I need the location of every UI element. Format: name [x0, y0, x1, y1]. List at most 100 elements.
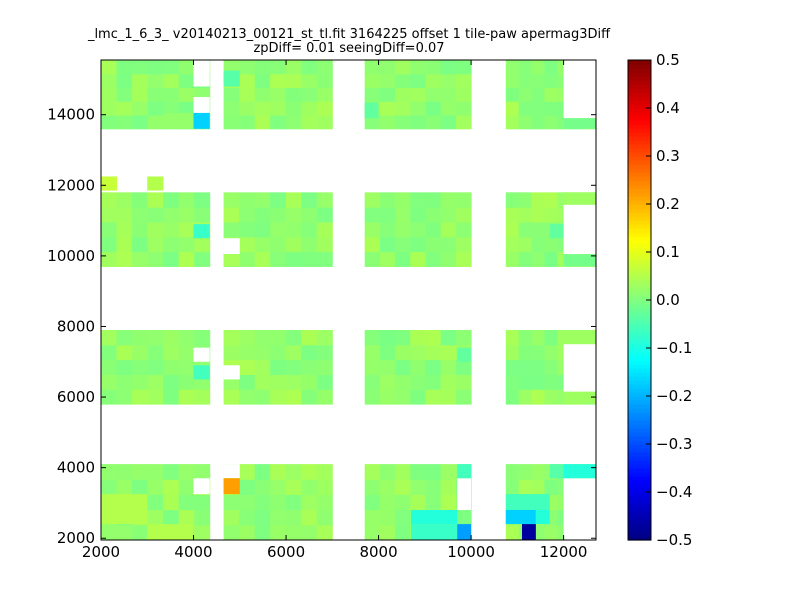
heatmap-cell — [544, 524, 558, 541]
colorbar-segment — [628, 228, 651, 233]
colorbar-segment — [628, 168, 651, 173]
colorbar-segment — [628, 344, 651, 349]
heatmap-cell — [101, 524, 118, 541]
heatmap-cell — [518, 222, 533, 238]
heatmap-cell — [440, 330, 457, 346]
heatmap-cell — [440, 374, 457, 390]
colorbar-tick-label: 0.4 — [656, 99, 680, 117]
colorbar-segment — [628, 504, 651, 509]
heatmap-cell — [440, 207, 457, 223]
colorbar-segment — [628, 220, 651, 225]
colorbar-segment — [628, 364, 651, 369]
heatmap-cell — [395, 344, 411, 361]
heatmap-cell — [270, 509, 287, 526]
heatmap-cell — [301, 330, 318, 346]
heatmap-cell — [132, 207, 149, 223]
heatmap-cell — [379, 524, 396, 541]
colorbar-segment — [628, 72, 651, 77]
heatmap-cell — [505, 464, 520, 480]
colorbar-segment — [628, 368, 651, 373]
heatmap-cell — [239, 236, 256, 253]
heatmap-cell — [563, 330, 596, 345]
colorbar-segment — [628, 380, 651, 385]
colorbar-segment — [628, 420, 651, 425]
heatmap-cell — [285, 389, 302, 405]
heatmap-cell — [395, 479, 411, 495]
heatmap-cell — [531, 115, 545, 130]
heatmap-cell — [379, 251, 396, 267]
heatmap-cell — [194, 389, 211, 405]
colorbar-segment — [628, 416, 651, 421]
heatmap-cell — [178, 192, 195, 208]
colorbar-segment — [628, 396, 651, 401]
colorbar-segment — [628, 80, 651, 85]
heatmap-cell — [425, 494, 442, 511]
colorbar-tick-label: 0.3 — [656, 147, 680, 165]
heatmap-cell — [410, 60, 426, 75]
heatmap-cell — [518, 344, 533, 361]
heatmap-gap — [193, 60, 210, 87]
heatmap-cell — [410, 359, 426, 375]
heatmap-cell — [364, 192, 381, 208]
heatmap-cell — [518, 374, 533, 390]
heatmap-cell — [410, 236, 426, 253]
y-tick-label: 10000 — [47, 247, 95, 265]
heatmap-cell — [223, 344, 240, 361]
heatmap-cell — [178, 101, 195, 116]
heatmap-cell — [518, 192, 533, 208]
heatmap-cell — [379, 464, 396, 480]
heatmap-cell — [285, 101, 302, 116]
heatmap-cell — [132, 389, 149, 405]
heatmap-cell — [223, 101, 240, 116]
heatmap-cell — [285, 207, 302, 223]
heatmap-cell — [178, 87, 195, 102]
heatmap-cell — [147, 192, 164, 208]
colorbar-segment — [628, 136, 651, 141]
heatmap-cell — [147, 251, 164, 267]
heatmap-cell — [379, 60, 396, 75]
heatmap-cell — [364, 524, 381, 541]
heatmap-cell — [316, 207, 333, 223]
heatmap-cell — [521, 524, 536, 540]
colorbar-segment — [628, 440, 651, 445]
heatmap-cell — [147, 524, 194, 540]
colorbar-segment — [628, 324, 651, 329]
heatmap-cell — [301, 236, 318, 253]
heatmap-cell — [563, 254, 596, 267]
heatmap-cell — [440, 236, 457, 253]
heatmap-cell — [223, 494, 240, 511]
heatmap-cell — [254, 524, 271, 541]
heatmap-cell — [223, 70, 240, 87]
heatmap-cell — [379, 359, 396, 375]
heatmap-cell — [147, 479, 164, 495]
heatmap-cell — [440, 101, 457, 116]
heatmap-cell — [505, 207, 520, 223]
y-tick-label: 6000 — [57, 388, 95, 406]
colorbar-segment — [628, 188, 651, 193]
heatmap-cell — [410, 344, 426, 361]
heatmap-cell — [132, 101, 149, 116]
heatmap-cell — [410, 222, 426, 238]
heatmap-cell — [101, 176, 118, 191]
heatmap-cell — [285, 222, 302, 238]
heatmap-cell — [147, 115, 164, 130]
heatmap-cell — [364, 464, 381, 480]
heatmap-cell — [531, 251, 545, 267]
heatmap-cell — [364, 207, 381, 223]
heatmap-cell — [301, 60, 318, 75]
heatmap-cell — [379, 73, 396, 89]
heatmap-cell — [254, 207, 271, 223]
heatmap-cell — [223, 524, 240, 541]
colorbar-tick-label: −0.4 — [656, 483, 692, 501]
colorbar-tick-label: −0.3 — [656, 435, 692, 453]
heatmap-cell — [544, 73, 558, 89]
colorbar-segment — [628, 444, 651, 449]
heatmap-cell — [518, 359, 533, 375]
heatmap-cell — [239, 192, 256, 208]
heatmap-cell — [147, 389, 164, 405]
heatmap-cell — [101, 73, 118, 89]
heatmap-cell — [544, 344, 558, 361]
heatmap-cell — [505, 87, 520, 102]
heatmap-cell — [116, 60, 133, 75]
heatmap-cell — [163, 464, 180, 480]
